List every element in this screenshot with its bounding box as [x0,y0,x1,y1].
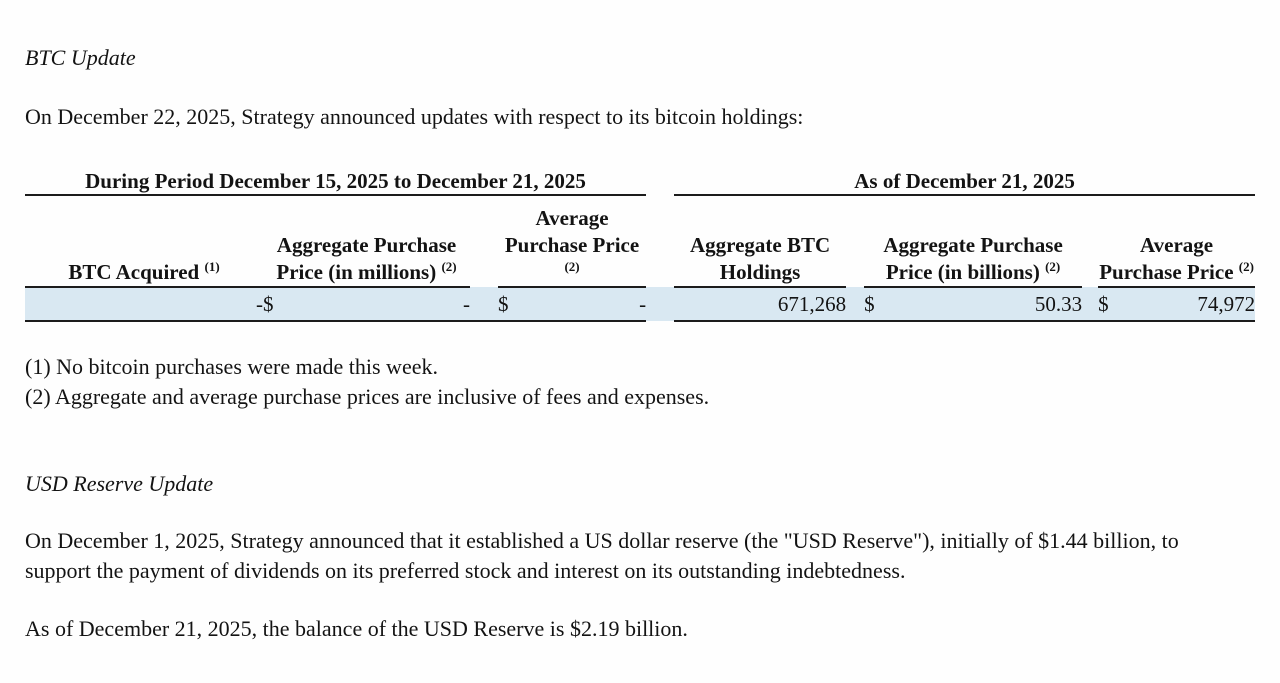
footnote-ref-2: (2) [1045,259,1061,274]
col-header-avg-price-left: Average Purchase Price (2) [498,195,647,288]
section-title-btc-update: BTC Update [25,45,136,70]
footnote-1: (1) No bitcoin purchases were made this … [25,354,438,379]
intro-paragraph: On December 22, 2025, Strategy announced… [25,104,804,129]
col-header-agg-price-millions: Aggregate Purchase Price (in millions) (… [263,195,470,288]
column-header-row: BTC Acquired (1) Aggregate Purchase Pric… [25,195,1256,288]
col-header-btc-acquired: BTC Acquired (1) [25,195,263,288]
currency-symbol: $ [864,287,887,322]
section-title-usd-reserve: USD Reserve Update [25,471,214,496]
table-gap [646,287,674,321]
currency-symbol: $ [263,287,285,322]
cell-agg-price-millions-value: - [285,287,470,322]
period-header-right: As of December 21, 2025 [674,168,1256,196]
cell-agg-btc-holdings-value: 671,268 [674,287,847,322]
document-content: BTC Update On December 22, 2025, Strateg… [25,45,1256,641]
period-header-row: During Period December 15, 2025 to Decem… [25,168,1256,196]
table-gap [646,168,674,195]
currency-symbol: $ [1098,287,1121,322]
col-header-label: Average Purchase Price [1099,233,1234,284]
col-header-agg-price-billions: Aggregate Purchase Price (in billions) (… [864,195,1083,288]
cell-avg-price-right-value: 74,972 [1120,287,1256,322]
table-gap [1082,287,1099,322]
table-gap [470,287,498,322]
footnote-ref-2: (2) [441,259,457,274]
footnote-ref-1: (1) [204,259,220,274]
col-header-label: BTC Acquired [68,260,200,284]
usd-reserve-paragraph-1: On December 1, 2025, Strategy announced … [25,528,1179,583]
col-header-avg-price-right: Average Purchase Price (2) [1098,195,1256,288]
table-gap [470,195,498,287]
footnote-ref-2: (2) [564,259,580,274]
usd-reserve-paragraph-2: As of December 21, 2025, the balance of … [25,616,688,641]
cell-avg-price-left-value: - [520,287,647,322]
table-gap [1082,195,1098,287]
btc-holdings-table: During Period December 15, 2025 to Decem… [25,168,1256,322]
currency-symbol: $ [498,287,520,322]
cell-btc-acquired-value: - [25,287,263,322]
table-gap [646,195,674,287]
col-header-label: Aggregate Purchase Price (in millions) [276,233,457,284]
table-gap [846,287,865,322]
footnote-ref-2: (2) [1238,259,1254,274]
col-header-agg-btc-holdings: Aggregate BTC Holdings [674,195,847,288]
footnotes: (1) No bitcoin purchases were made this … [25,352,1255,412]
table-gap [846,195,864,287]
footnote-2: (2) Aggregate and average purchase price… [25,384,710,409]
table-data-row: - $ - $ - 671,268 $ 50.33 $ 74,972 [25,287,1256,322]
cell-agg-price-billions-value: 50.33 [886,287,1083,322]
col-header-label: Aggregate Purchase Price (in billions) [883,233,1063,284]
period-header-left: During Period December 15, 2025 to Decem… [25,168,647,196]
col-header-label: Aggregate BTC Holdings [689,233,831,284]
col-header-label: Average Purchase Price [504,206,640,257]
